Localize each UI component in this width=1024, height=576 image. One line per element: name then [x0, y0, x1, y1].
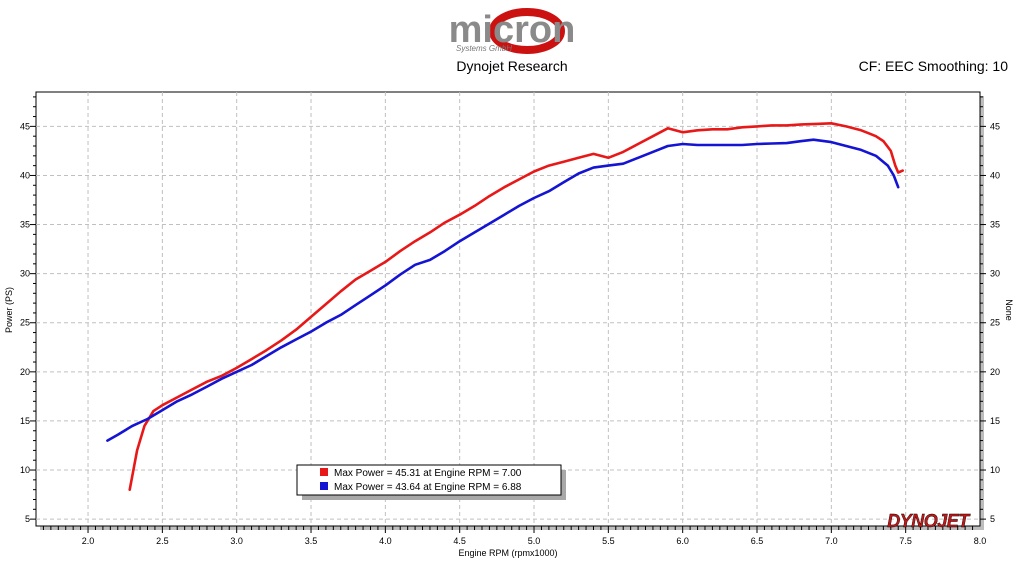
y-tick-label-right: 10	[990, 465, 1000, 475]
x-tick-label: 4.0	[379, 536, 392, 546]
x-tick-label: 4.5	[453, 536, 466, 546]
y-tick-label-right: 25	[990, 318, 1000, 328]
x-tick-label: 6.0	[676, 536, 689, 546]
y-tick-label-left: 5	[25, 514, 30, 524]
logo-text: micron	[449, 9, 576, 51]
x-tick-label: 2.5	[156, 536, 169, 546]
x-tick-label: 7.5	[899, 536, 912, 546]
x-tick-label: 3.5	[305, 536, 318, 546]
y-tick-label-right: 5	[990, 514, 995, 524]
y-tick-label-left: 40	[20, 170, 30, 180]
legend-swatch-run2	[320, 482, 328, 490]
legend-label-run1: Max Power = 45.31 at Engine RPM = 7.00	[334, 468, 522, 479]
plot-area	[35, 91, 981, 527]
x-tick-label: 7.0	[825, 536, 838, 546]
x-axis-label: Engine RPM (rpmx1000)	[458, 548, 557, 558]
y-tick-labels-left: 5 10 15 20 25 30 35 40 45	[20, 121, 30, 524]
x-tick-labels: 2.0 2.5 3.0 3.5 4.0 4.5 5.0 5.5 6.0 6.5 7.0 7.5 8.0	[82, 536, 986, 546]
y-tick-label-right: 35	[990, 220, 1000, 230]
y-tick-label-right: 20	[990, 367, 1000, 377]
y-tick-label-right: 40	[990, 170, 1000, 180]
x-tick-label: 8.0	[974, 536, 987, 546]
x-tick-label: 2.0	[82, 536, 95, 546]
y-tick-label-left: 35	[20, 220, 30, 230]
y-tick-label-left: 45	[20, 121, 30, 131]
dynojet-watermark: DYNOJET	[887, 511, 971, 531]
legend-label-run2: Max Power = 43.64 at Engine RPM = 6.88	[334, 482, 522, 493]
y-axis-label: Power (PS)	[4, 287, 14, 333]
settings-label: CF: EEC Smoothing: 10	[859, 58, 1009, 74]
series-line-run2	[106, 138, 900, 442]
grid-lines	[36, 92, 980, 526]
y-tick-labels-right: 5 10 15 20 25 30 35 40 45	[990, 121, 1000, 524]
micron-logo: micron Systems GmbH	[449, 8, 576, 54]
y-tick-label-left: 20	[20, 367, 30, 377]
y-tick-label-left: 15	[20, 416, 30, 426]
axis-ticks	[30, 96, 986, 533]
y-axis-label-right: None	[1004, 299, 1014, 321]
legend-box	[296, 464, 562, 496]
y-tick-label-right: 30	[990, 269, 1000, 279]
chart-title: Dynojet Research	[456, 58, 567, 74]
legend: Max Power = 45.31 at Engine RPM = 7.00 M…	[296, 464, 566, 500]
x-tick-label: 5.5	[602, 536, 615, 546]
y-tick-label-right: 45	[990, 121, 1000, 131]
y-tick-label-left: 25	[20, 318, 30, 328]
series-line-run1	[128, 122, 904, 491]
logo-red-swoosh	[489, 8, 565, 54]
series-group	[106, 122, 904, 491]
x-tick-label: 6.5	[751, 536, 764, 546]
y-tick-label-left: 10	[20, 465, 30, 475]
x-tick-label: 3.0	[230, 536, 243, 546]
legend-swatch-run1	[320, 468, 328, 476]
x-tick-label: 5.0	[528, 536, 541, 546]
y-tick-label-left: 30	[20, 269, 30, 279]
logo-subtext: Systems GmbH	[456, 44, 512, 53]
y-tick-label-right: 15	[990, 416, 1000, 426]
